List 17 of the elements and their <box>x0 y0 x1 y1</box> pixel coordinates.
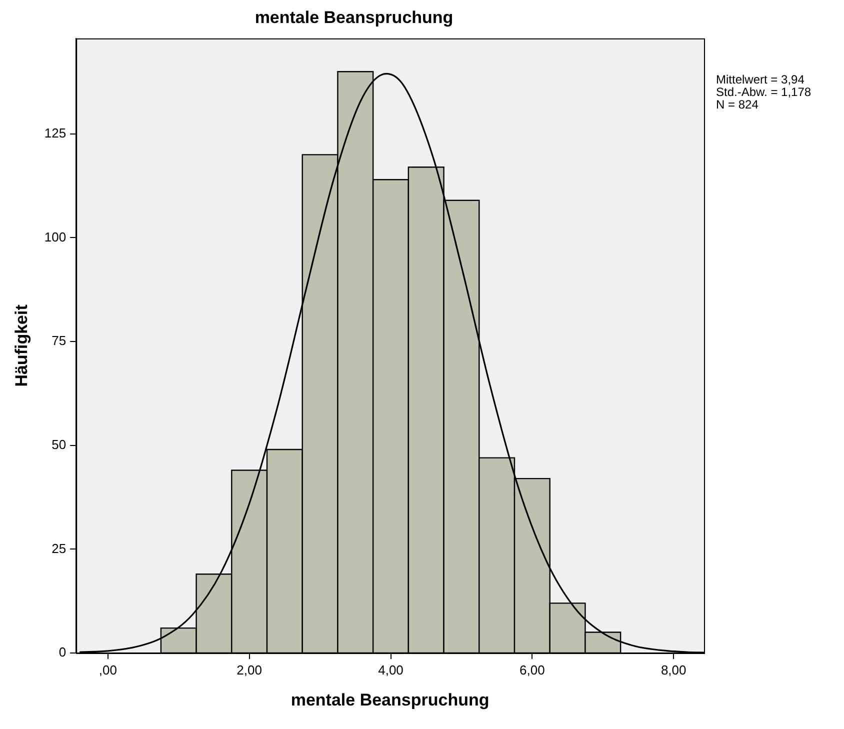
text: Mittelwert = 3,94 <box>716 72 805 87</box>
y-axis-title: Häufigkeit <box>12 304 31 387</box>
text: Std.-Abw. = 1,178 <box>716 85 812 100</box>
y-tick-label: 25 <box>52 540 66 556</box>
x-tick-label: 6,00 <box>520 662 545 678</box>
x-tick-label: 8,00 <box>660 662 686 678</box>
y-tick-label: 100 <box>44 229 66 244</box>
chart-title: mentale Beanspruchung <box>254 8 454 27</box>
x-tick-label: 2,00 <box>236 662 262 678</box>
y-tick-label: 0 <box>58 644 66 660</box>
y-tick-label: 50 <box>52 436 66 452</box>
x-tick-label: 4,00 <box>378 662 404 678</box>
x-tick-label: ,00 <box>98 662 117 678</box>
y-tick-label: 125 <box>44 125 66 140</box>
text: N = 824 <box>716 98 759 112</box>
y-tick-label: 75 <box>52 333 66 348</box>
x-axis-title: mentale Beanspruchung <box>290 690 490 710</box>
